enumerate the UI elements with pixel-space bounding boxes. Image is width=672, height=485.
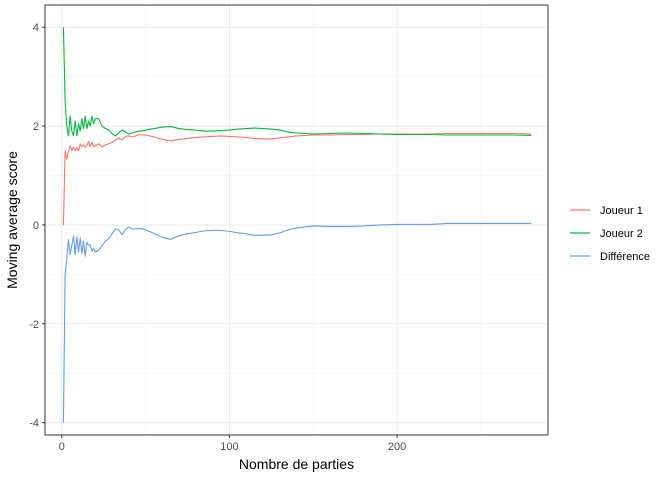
- plot-panel: [45, 5, 548, 435]
- major-grid-y: [45, 26, 548, 424]
- legend-label-1: Joueur 1: [600, 205, 643, 217]
- x-tick-label: 200: [388, 441, 406, 453]
- y-tick-label: -2: [29, 319, 39, 331]
- y-tick-label: -4: [29, 418, 39, 430]
- x-axis-ticks: 0 100 200: [59, 435, 406, 453]
- series-layer: [62, 27, 532, 423]
- series-line-1: [62, 132, 532, 225]
- y-axis-ticks: -4 -2 0 2 4: [29, 22, 45, 430]
- y-tick-label: 4: [33, 22, 39, 34]
- legend: Joueur 1 Joueur 2 Différence: [570, 205, 650, 263]
- legend-label-2: Joueur 2: [600, 228, 643, 240]
- x-tick-label: 0: [59, 441, 65, 453]
- series-line-3: [62, 222, 532, 423]
- y-tick-label: 2: [33, 121, 39, 133]
- legend-label-3: Différence: [600, 251, 650, 263]
- plot-border: [44, 4, 549, 436]
- major-grid-x: [61, 5, 398, 435]
- series-line-2: [62, 27, 532, 137]
- x-tick-label: 100: [220, 441, 238, 453]
- y-axis-title: Moving average score: [4, 151, 20, 289]
- minor-grid-x: [145, 5, 482, 435]
- x-axis-title: Nombre de parties: [239, 456, 354, 472]
- minor-grid-y: [45, 76, 548, 374]
- y-tick-label: 0: [33, 220, 39, 232]
